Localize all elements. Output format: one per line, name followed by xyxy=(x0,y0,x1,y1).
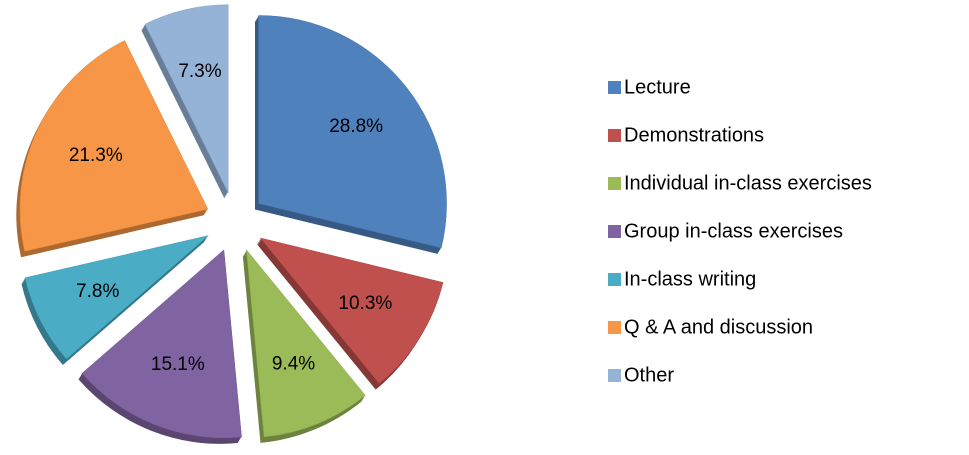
slice xyxy=(258,15,447,249)
data-label: 28.8% xyxy=(329,116,383,137)
legend-swatch xyxy=(608,321,621,334)
data-label: 15.1% xyxy=(151,354,205,375)
data-label: 10.3% xyxy=(338,293,392,314)
legend-label: Lecture xyxy=(624,76,691,98)
legend-label: Q & A and discussion xyxy=(624,316,813,338)
legend-swatch xyxy=(608,369,621,382)
legend-label: Other xyxy=(624,364,674,386)
legend-swatch xyxy=(608,273,621,286)
legend-label: Demonstrations xyxy=(624,124,764,146)
data-label: 7.8% xyxy=(76,281,119,302)
slice xyxy=(24,235,209,360)
legend-label: Individual in-class exercises xyxy=(624,172,872,194)
legend-swatch xyxy=(608,225,621,238)
slice xyxy=(19,40,209,252)
slice xyxy=(246,248,366,438)
data-label: 21.3% xyxy=(69,145,123,166)
slice xyxy=(259,237,444,384)
legend-label: Group in-class exercises xyxy=(624,220,843,242)
slice xyxy=(81,249,242,439)
legend-swatch xyxy=(608,177,621,190)
data-label: 9.4% xyxy=(272,354,315,375)
slice xyxy=(144,4,229,193)
data-label: 7.3% xyxy=(178,61,221,82)
legend-swatch xyxy=(608,81,621,94)
legend-label: In-class writing xyxy=(624,268,756,290)
legend-swatch xyxy=(608,129,621,142)
